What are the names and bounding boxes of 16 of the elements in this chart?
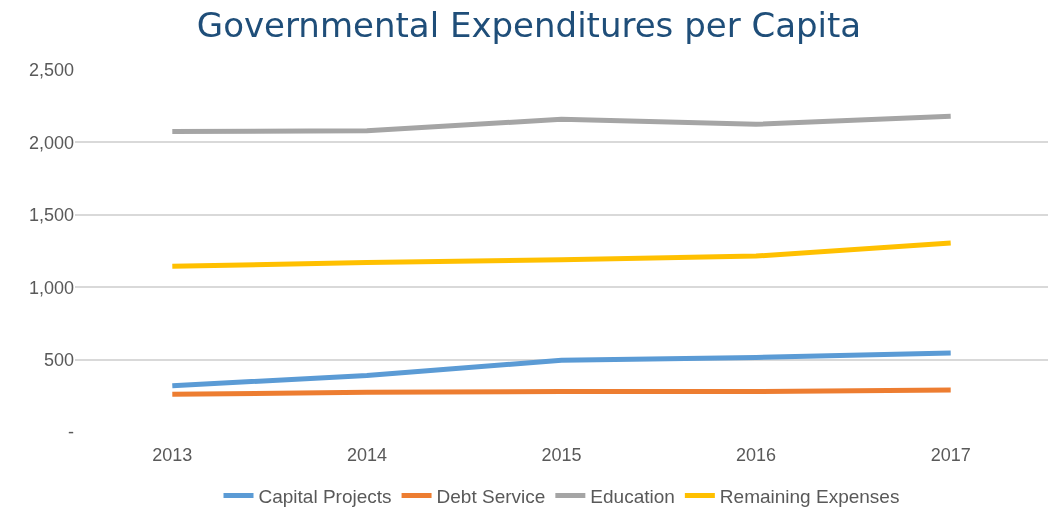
y-tick-label: 1,000	[28, 277, 74, 298]
legend-label: Education	[590, 485, 675, 507]
y-tick-label: 500	[43, 349, 74, 370]
x-tick-label: 2015	[541, 445, 582, 465]
y-tick-label: 2,500	[28, 60, 74, 81]
x-tick-label: 2016	[736, 445, 777, 465]
y-tick-label: 1,500	[28, 205, 74, 226]
x-tick-label: 2014	[346, 445, 387, 465]
legend-label: Remaining Expenses	[719, 485, 900, 507]
legend-label: Debt Service	[436, 485, 546, 507]
legend-label: Capital Projects	[258, 485, 392, 507]
y-tick-label: 2,000	[28, 132, 74, 153]
x-tick-label: 2017	[930, 445, 971, 465]
y-tick-label: -	[68, 422, 74, 443]
x-tick-label: 2013	[152, 445, 193, 465]
chart-title: Governmental Expenditures per Capita	[196, 4, 862, 45]
